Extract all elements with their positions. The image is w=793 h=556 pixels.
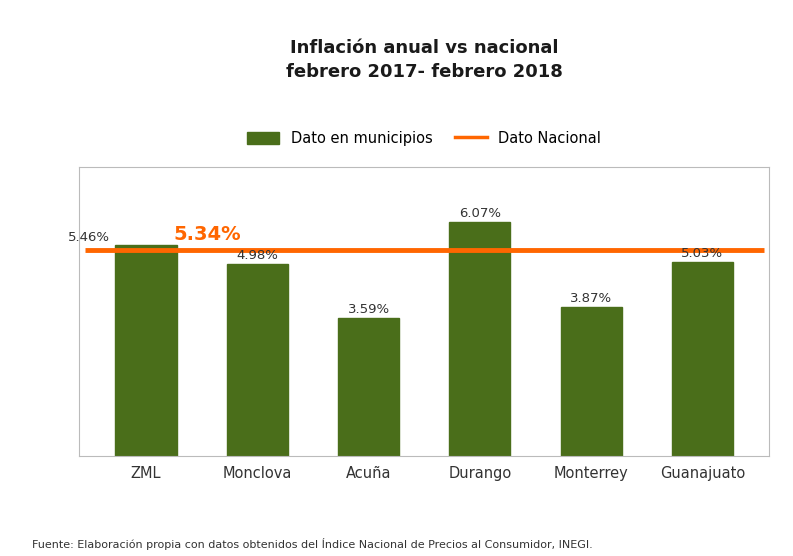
Text: 4.98%: 4.98% — [236, 249, 278, 262]
Legend: Dato en municipios, Dato Nacional: Dato en municipios, Dato Nacional — [241, 125, 607, 152]
Text: 5.03%: 5.03% — [681, 247, 723, 260]
Bar — [561, 307, 622, 456]
Bar — [227, 264, 288, 456]
Text: 6.07%: 6.07% — [459, 207, 501, 220]
Text: 3.59%: 3.59% — [347, 302, 389, 316]
Bar — [450, 222, 511, 456]
Text: 5.46%: 5.46% — [68, 231, 110, 244]
Bar — [672, 262, 733, 456]
Bar — [116, 245, 177, 456]
Bar — [338, 317, 399, 456]
Text: 3.87%: 3.87% — [570, 292, 612, 305]
Text: 5.34%: 5.34% — [174, 225, 241, 244]
Text: Fuente: Elaboración propia con datos obtenidos del Índice Nacional de Precios al: Fuente: Elaboración propia con datos obt… — [32, 538, 592, 550]
Text: Inflación anual vs nacional
febrero 2017- febrero 2018: Inflación anual vs nacional febrero 2017… — [285, 39, 563, 81]
